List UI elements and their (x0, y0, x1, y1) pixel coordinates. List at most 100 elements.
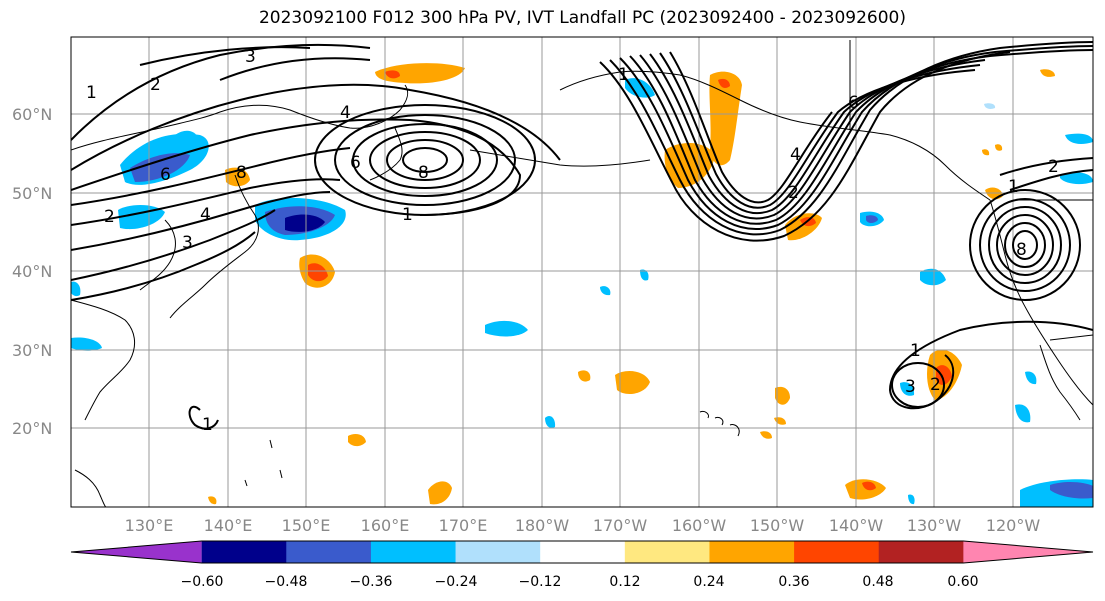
contour-value-label: 1 (1008, 177, 1019, 197)
lon-label: 130°W (907, 516, 962, 535)
contour-value-label: 4 (790, 145, 801, 165)
shade-positive (578, 370, 591, 382)
shade-negative (285, 214, 325, 232)
colorbar-swatch (201, 541, 287, 563)
colorbar-swatch (794, 541, 880, 563)
lon-label: 160°W (672, 516, 727, 535)
contour-line (314, 104, 536, 216)
colorbar-tick-label: −0.12 (519, 574, 562, 590)
shade-positive (862, 481, 876, 491)
shade-negative (1060, 172, 1093, 185)
contour-line (609, 41, 1093, 236)
colorbar-outline (70, 540, 1094, 564)
lat-label: 60°N (12, 105, 52, 124)
contour-line (188, 405, 219, 430)
contour-line (988, 206, 1062, 284)
contour-line (369, 131, 481, 189)
coastline-hawaii (699, 411, 740, 437)
coastline-westcoast (989, 199, 1093, 406)
shade-negative (71, 337, 102, 351)
contour-value-label: 3 (245, 47, 256, 67)
colorbar-swatch (455, 541, 541, 563)
coastline-baja (1039, 344, 1081, 421)
colorbar-tick-label: −0.48 (265, 574, 308, 590)
contour-line (629, 49, 1093, 225)
contour-value-label: 3 (182, 233, 193, 253)
contour-line (1009, 169, 1093, 191)
lon-label: 150°E (282, 516, 331, 535)
lon-label: 170°W (593, 516, 648, 535)
contour-labels: 1 2 3 4 6 8 1 2 3 4 6 8 1 2 4 6 8 1 2 1 … (86, 47, 1059, 435)
colorbar-swatch (963, 541, 1093, 563)
lon-label: 160°E (361, 516, 410, 535)
shade-negative (920, 268, 946, 286)
shade-positive (760, 431, 772, 439)
contour-value-label: 6 (350, 153, 361, 173)
contour-line (352, 123, 498, 197)
shade-negative (866, 215, 878, 223)
contour-line (999, 157, 1093, 176)
shade-negative (908, 494, 915, 505)
shade-negative (984, 103, 996, 109)
contour-value-label: 1 (402, 205, 413, 225)
lon-label: 170°E (439, 516, 488, 535)
coastline-korea (139, 219, 176, 291)
shade-negative (175, 130, 198, 145)
coastline-asia (71, 84, 409, 151)
pv-contours (71, 41, 1093, 430)
colorbar-swatch (878, 541, 964, 563)
contour-value-label: 8 (236, 163, 247, 183)
contour-line (979, 198, 1071, 292)
colorbar-tick-label: 0.48 (862, 574, 893, 590)
colorbar-tick-label: −0.60 (181, 574, 224, 590)
colorbar-tick-label: 0.36 (778, 574, 809, 590)
shade-positive (982, 149, 990, 156)
contour-line (71, 231, 256, 301)
contour-value-label: 6 (848, 93, 859, 113)
contour-line (71, 43, 371, 141)
coastline-islands (244, 439, 283, 487)
shade-positive (936, 365, 952, 385)
lat-label: 20°N (12, 419, 52, 438)
shade-positive (385, 70, 400, 79)
contour-line (386, 139, 464, 181)
contour-value-label: 4 (200, 205, 211, 225)
shade-negative (1065, 133, 1093, 144)
contour-line (71, 83, 561, 171)
coastline-china (71, 299, 136, 421)
shade-negative (545, 416, 556, 428)
contour-line (334, 114, 516, 206)
contour-line (969, 189, 1081, 301)
graticule (71, 37, 1093, 507)
shade-negative (71, 281, 81, 297)
contour-line (71, 147, 351, 206)
shade-positive (208, 496, 217, 505)
shade-negative (640, 269, 649, 281)
lat-label: 50°N (12, 184, 52, 203)
colorbar-tick-label: 0.24 (693, 574, 724, 590)
colorbar-swatch (540, 541, 626, 563)
colorbar-swatch (370, 541, 457, 563)
shade-positive (375, 63, 465, 84)
contour-value-label: 3 (905, 377, 916, 397)
contour-value-label: 8 (418, 163, 429, 183)
shade-positive (995, 144, 1003, 151)
coastline-philippines (74, 469, 107, 507)
contour-line (139, 46, 311, 66)
colorbar-tick-labels: −0.60 −0.48 −0.36 −0.24 −0.12 0.12 0.24 … (181, 574, 979, 590)
shade-negative (900, 382, 915, 396)
shade-negative (485, 320, 528, 337)
coastline-japan (169, 174, 259, 319)
shade-negative (130, 153, 190, 182)
contour-line (219, 57, 371, 81)
shade-positive (348, 434, 366, 447)
contour-line (71, 191, 331, 251)
contour-line (1004, 222, 1046, 268)
lon-label: 140°W (829, 516, 884, 535)
lon-label: 130°E (125, 516, 174, 535)
latitude-labels: 60°N 50°N 40°N 30°N 20°N (12, 105, 52, 438)
shade-negative (1025, 371, 1037, 385)
contour-value-label: 1 (202, 415, 213, 435)
colorbar (70, 540, 1094, 564)
border-usa-mexico (1049, 334, 1093, 341)
